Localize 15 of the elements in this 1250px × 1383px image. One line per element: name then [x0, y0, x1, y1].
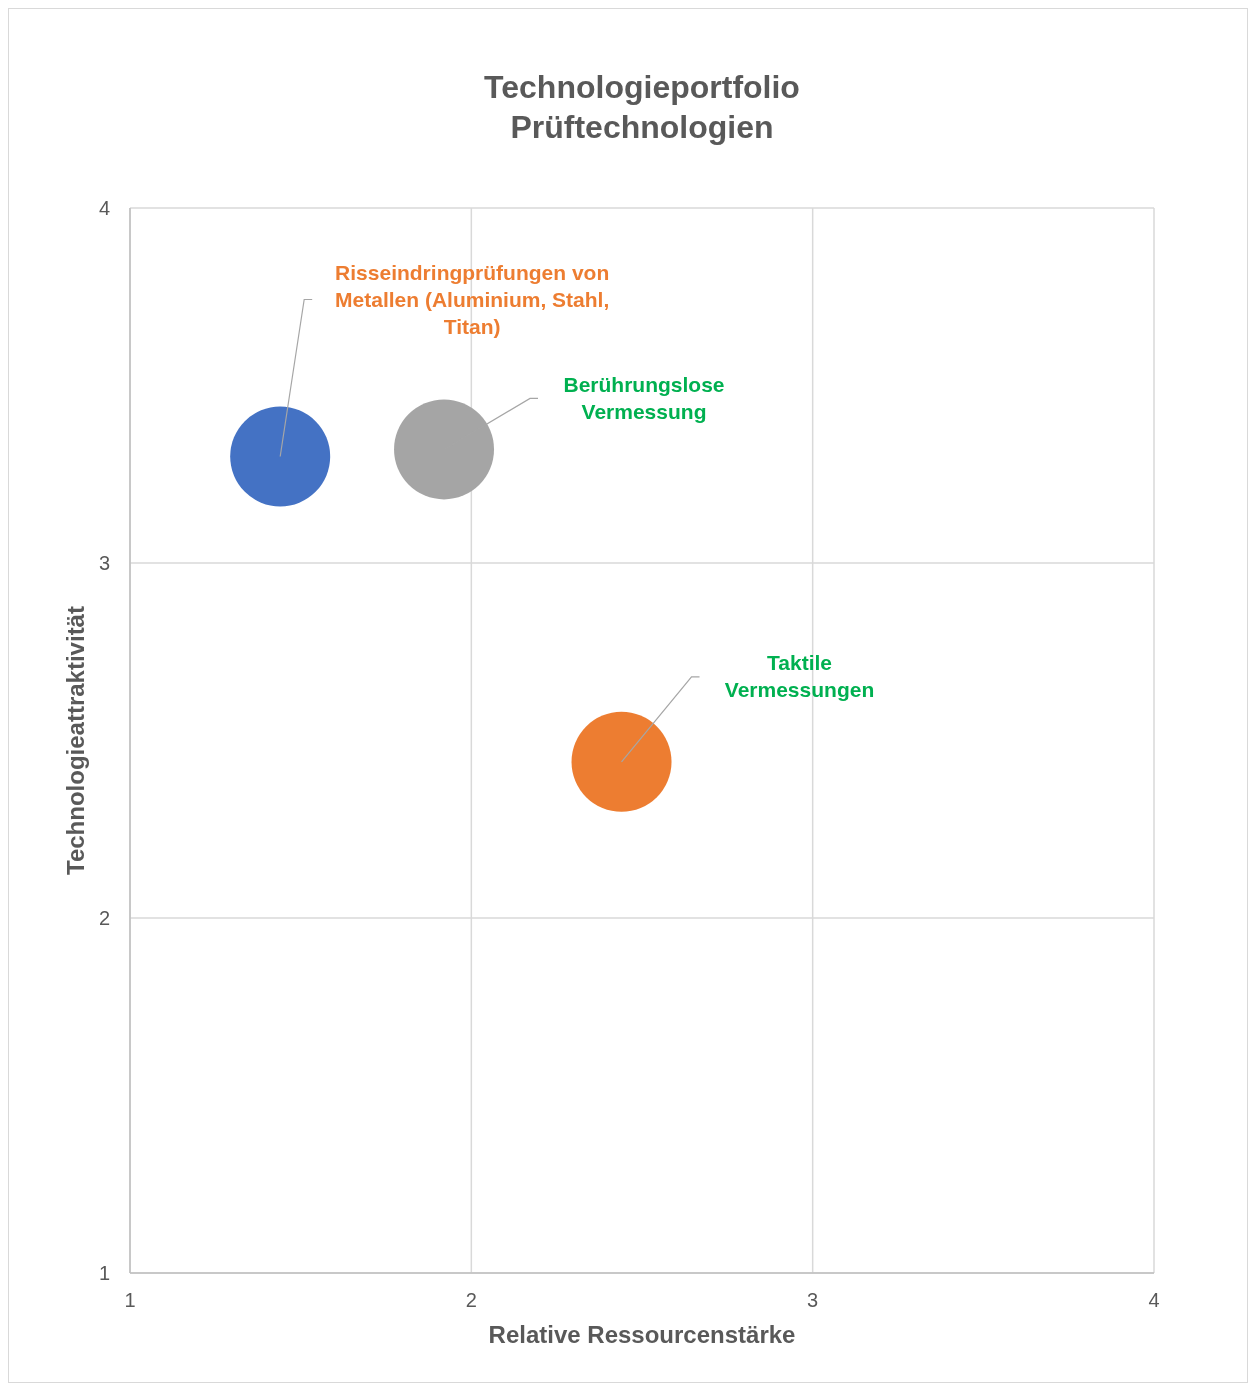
y-tick-label: 2: [98, 907, 110, 929]
y-tick-label: 1: [98, 1262, 110, 1284]
y-tick-label: 4: [98, 197, 110, 219]
y-axis-title: Technologieattraktivität: [62, 606, 89, 875]
annotation: Risseindringprüfungen von Metallen (Aluminium, Stahl, Titan): [335, 260, 610, 338]
x-tick-label: 2: [465, 1289, 477, 1311]
annotation: Berührungslose Vermessung: [563, 372, 725, 423]
chart-subtitle: Prüftechnologien: [510, 109, 774, 145]
annotation: Taktile Vermessungen: [724, 651, 875, 702]
chart-title: Technologieportfolio: [484, 69, 800, 105]
x-tick-label: 1: [124, 1289, 136, 1311]
x-tick-label: 3: [807, 1289, 819, 1311]
x-tick-label: 4: [1148, 1289, 1160, 1311]
x-axis-title: Relative Ressourcenstärke: [488, 1321, 796, 1348]
y-tick-label: 3: [98, 552, 110, 574]
